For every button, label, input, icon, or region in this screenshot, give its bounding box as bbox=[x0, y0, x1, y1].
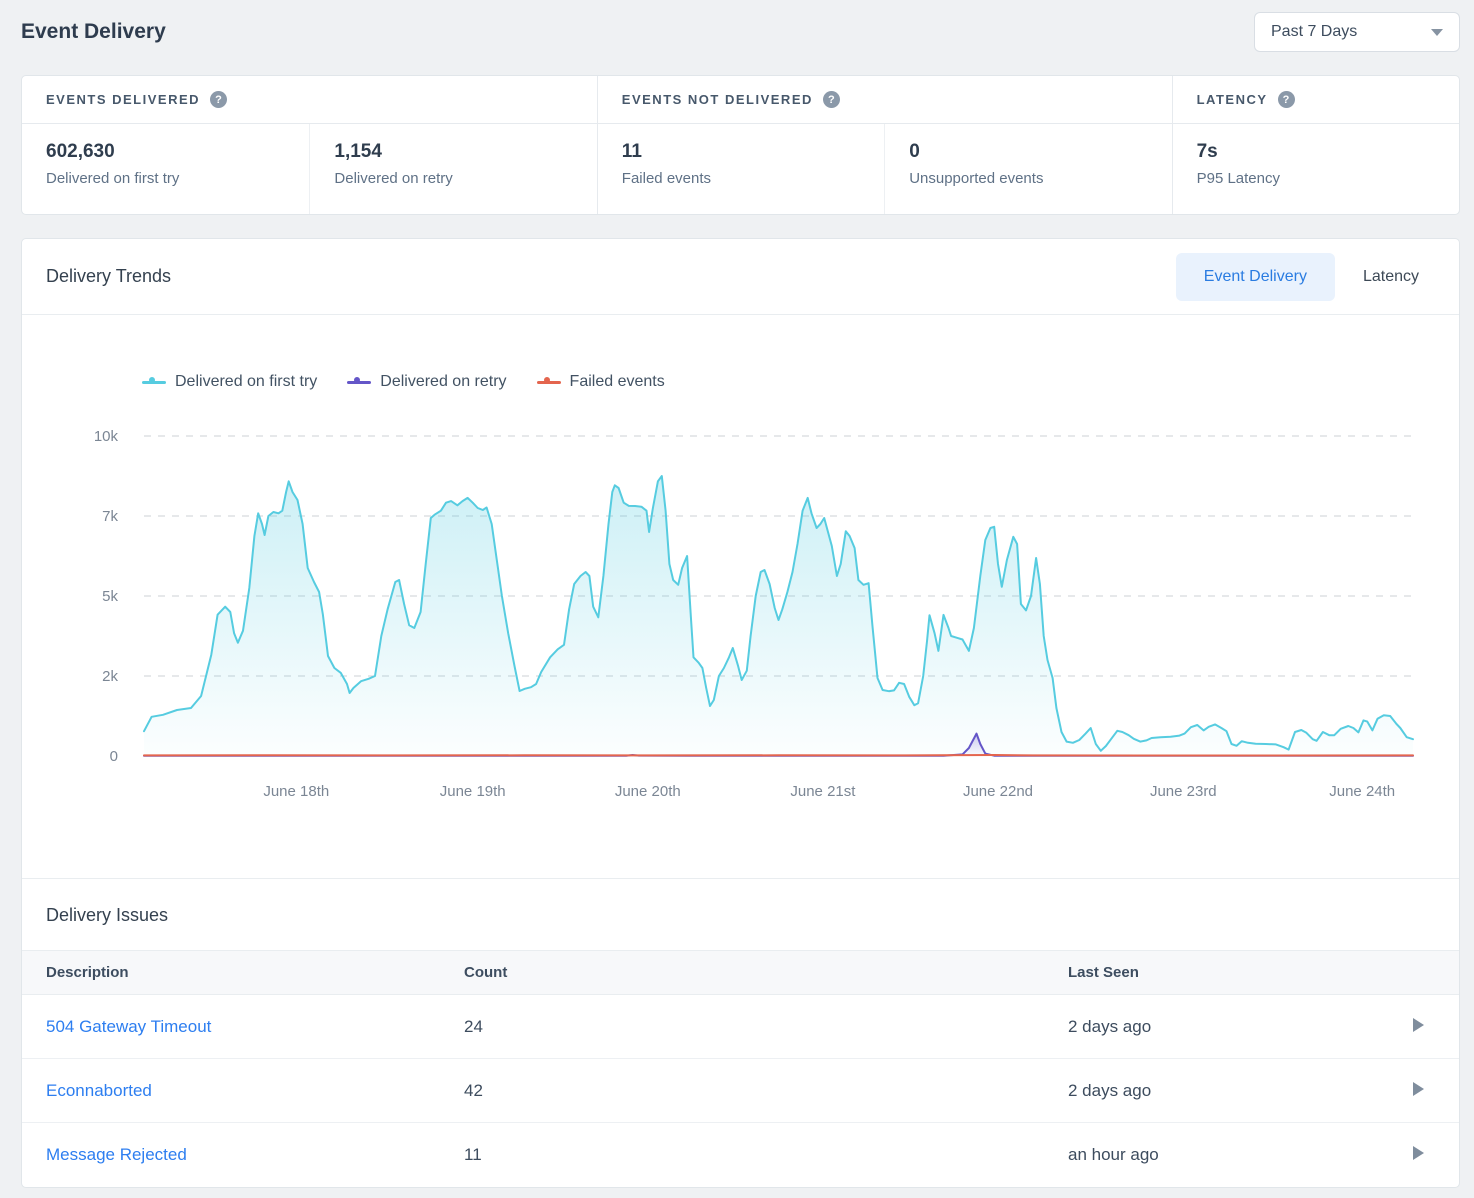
legend-label: Failed events bbox=[570, 373, 665, 391]
tab-latency[interactable]: Latency bbox=[1335, 253, 1447, 301]
delivery-issues-table: Description Count Last Seen 504 Gateway … bbox=[22, 950, 1459, 1187]
stat-label: Delivered on first try bbox=[46, 170, 309, 187]
table-row[interactable]: Econnaborted 42 2 days ago bbox=[22, 1059, 1459, 1123]
chart-legend: Delivered on first try Delivered on retry… bbox=[142, 371, 1459, 393]
stat-label: P95 Latency bbox=[1197, 170, 1459, 187]
legend-item-failed-events[interactable]: Failed events bbox=[537, 373, 665, 391]
delivery-trends-header: Delivery Trends Event Delivery Latency bbox=[22, 239, 1459, 315]
help-icon[interactable] bbox=[1278, 91, 1295, 108]
help-icon[interactable] bbox=[823, 91, 840, 108]
stat-value: 7s bbox=[1197, 141, 1459, 163]
stat-value: 11 bbox=[622, 141, 884, 163]
y-axis-label: 5k bbox=[102, 588, 118, 605]
stat-label: Failed events bbox=[622, 170, 884, 187]
x-axis-label: June 23rd bbox=[1150, 783, 1217, 800]
issue-count: 11 bbox=[464, 1123, 1068, 1187]
tab-event-delivery[interactable]: Event Delivery bbox=[1176, 253, 1335, 301]
issue-last-seen: 2 days ago bbox=[1068, 1059, 1398, 1123]
legend-label: Delivered on retry bbox=[380, 373, 506, 391]
x-axis-label: June 19th bbox=[440, 783, 506, 800]
stat-value: 0 bbox=[909, 141, 1171, 163]
stat-delivered-on-retry: 1,154 Delivered on retry bbox=[309, 124, 596, 214]
stats-section-label: EVENTS NOT DELIVERED bbox=[622, 92, 813, 107]
column-header-actions bbox=[1398, 951, 1459, 995]
chevron-right-icon[interactable] bbox=[1413, 1146, 1424, 1160]
chevron-down-icon bbox=[1431, 29, 1443, 36]
issue-link[interactable]: 504 Gateway Timeout bbox=[46, 1017, 211, 1036]
stat-unsupported-events: 0 Unsupported events bbox=[884, 124, 1171, 214]
table-header-row: Description Count Last Seen bbox=[22, 951, 1459, 995]
stat-p95-latency: 7s P95 Latency bbox=[1172, 124, 1459, 214]
trend-tabs: Event Delivery Latency bbox=[1176, 253, 1447, 301]
stats-section-events-delivered: EVENTS DELIVERED bbox=[22, 76, 597, 124]
stat-value: 602,630 bbox=[46, 141, 309, 163]
x-axis-label: June 20th bbox=[615, 783, 681, 800]
help-icon[interactable] bbox=[210, 91, 227, 108]
delivery-issues-title: Delivery Issues bbox=[22, 905, 1459, 926]
stat-delivered-first-try: 602,630 Delivered on first try bbox=[22, 124, 309, 214]
issue-link[interactable]: Message Rejected bbox=[46, 1145, 187, 1164]
issue-count: 42 bbox=[464, 1059, 1068, 1123]
stat-label: Unsupported events bbox=[909, 170, 1171, 187]
table-row[interactable]: Message Rejected 11 an hour ago bbox=[22, 1123, 1459, 1187]
chevron-right-icon[interactable] bbox=[1413, 1082, 1424, 1096]
stats-section-latency: LATENCY bbox=[1172, 76, 1459, 124]
failed-events-line bbox=[144, 755, 1413, 756]
x-axis-label: June 18th bbox=[263, 783, 329, 800]
page-title: Event Delivery bbox=[21, 20, 166, 44]
stats-summary-card: EVENTS DELIVERED EVENTS NOT DELIVERED LA… bbox=[21, 75, 1460, 215]
delivered-on-first-try-area bbox=[144, 476, 1413, 756]
delivery-trends-panel: Delivery Trends Event Delivery Latency D… bbox=[21, 238, 1460, 1188]
stat-failed-events: 11 Failed events bbox=[597, 124, 884, 214]
stats-section-label: LATENCY bbox=[1197, 92, 1268, 107]
stat-label: Delivered on retry bbox=[334, 170, 596, 187]
x-axis-label: June 21st bbox=[790, 783, 856, 800]
chevron-right-icon[interactable] bbox=[1413, 1018, 1424, 1032]
legend-marker-icon bbox=[142, 377, 166, 388]
date-range-value: Past 7 Days bbox=[1271, 23, 1357, 41]
delivery-trends-chart: 0 2k 5k 7k 10k June 18th June 19th June 20th Jun… bbox=[22, 403, 1459, 827]
y-axis-label: 10k bbox=[94, 428, 119, 445]
chart-block: Delivered on first try Delivered on retry… bbox=[22, 371, 1459, 878]
page-header: Event Delivery Past 7 Days bbox=[21, 0, 1460, 56]
issue-last-seen: an hour ago bbox=[1068, 1123, 1398, 1187]
stat-value: 1,154 bbox=[334, 141, 596, 163]
issue-link[interactable]: Econnaborted bbox=[46, 1081, 152, 1100]
x-axis-label: June 24th bbox=[1329, 783, 1395, 800]
issue-last-seen: 2 days ago bbox=[1068, 995, 1398, 1059]
issue-count: 24 bbox=[464, 995, 1068, 1059]
y-axis-label: 7k bbox=[102, 508, 118, 525]
legend-marker-icon bbox=[347, 377, 371, 388]
column-header-count: Count bbox=[464, 951, 1068, 995]
stats-section-label: EVENTS DELIVERED bbox=[46, 92, 200, 107]
legend-label: Delivered on first try bbox=[175, 373, 317, 391]
legend-item-delivered-on-retry[interactable]: Delivered on retry bbox=[347, 373, 506, 391]
delivery-trends-title: Delivery Trends bbox=[46, 266, 171, 287]
legend-marker-icon bbox=[537, 377, 561, 388]
x-axis-label: June 22nd bbox=[963, 783, 1033, 800]
date-range-select[interactable]: Past 7 Days bbox=[1254, 12, 1460, 52]
page: Event Delivery Past 7 Days EVENTS DELIVE… bbox=[21, 0, 1460, 1188]
y-axis-label: 2k bbox=[102, 668, 118, 685]
column-header-last-seen: Last Seen bbox=[1068, 951, 1398, 995]
legend-item-delivered-on-first-try[interactable]: Delivered on first try bbox=[142, 373, 317, 391]
delivery-issues-section: Delivery Issues Description Count Last S… bbox=[22, 878, 1459, 1187]
column-header-description: Description bbox=[22, 951, 464, 995]
stats-section-events-not-delivered: EVENTS NOT DELIVERED bbox=[597, 76, 1172, 124]
y-axis-label: 0 bbox=[110, 748, 118, 765]
table-row[interactable]: 504 Gateway Timeout 24 2 days ago bbox=[22, 995, 1459, 1059]
